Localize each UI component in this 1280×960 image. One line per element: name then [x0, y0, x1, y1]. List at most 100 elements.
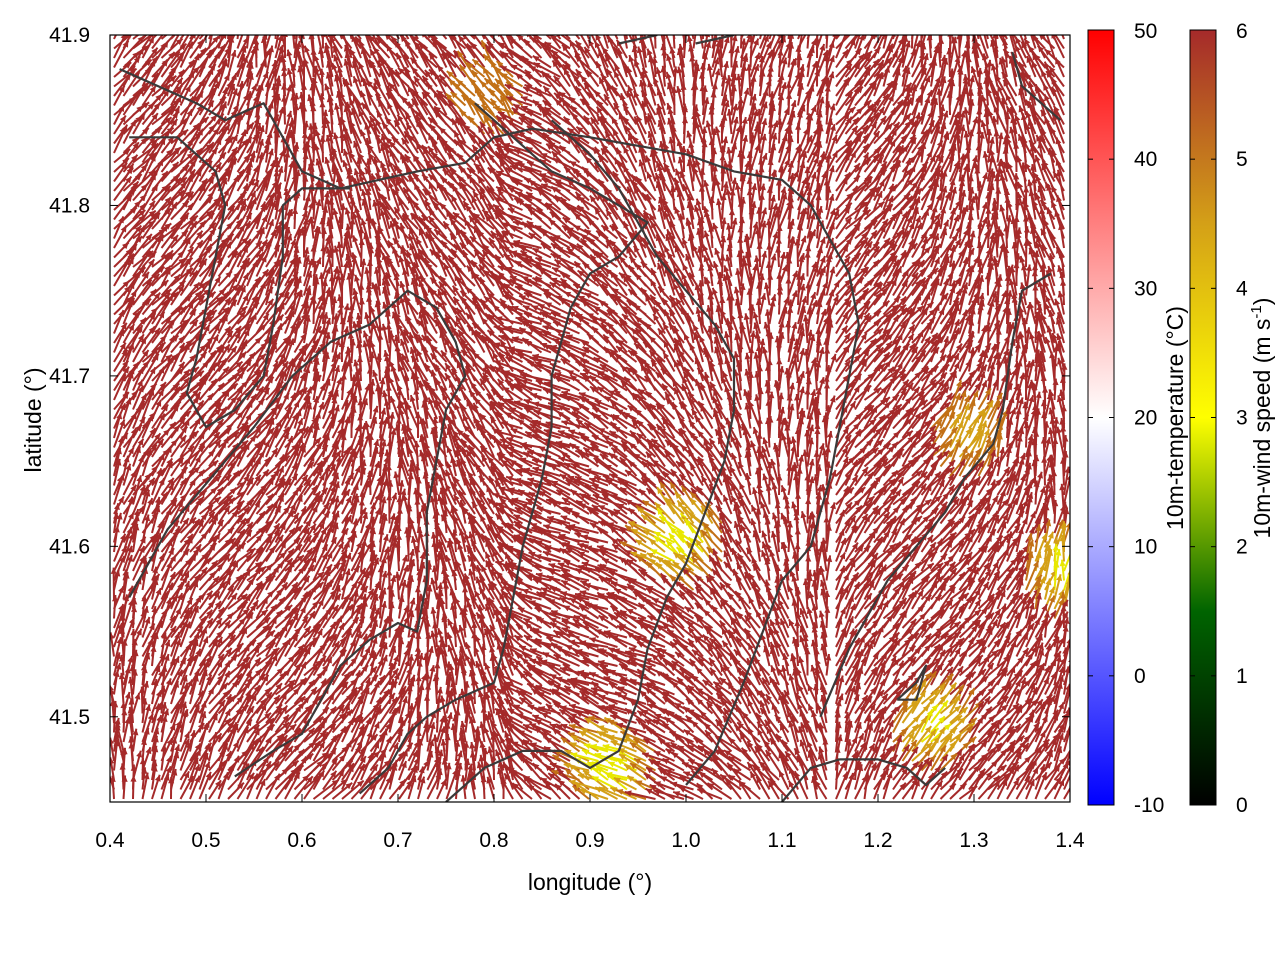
wind-arrow-head [614, 64, 621, 72]
wind-arrow [699, 35, 704, 49]
wind-arrow-head [1041, 70, 1047, 78]
wind-arrow-head [196, 22, 202, 29]
wind-arrow-head [565, 61, 571, 69]
wind-arrow-head [521, 96, 528, 102]
wind-arrow-head [997, 85, 1003, 93]
wind-arrow-head [554, 93, 561, 100]
wind-arrow-head [655, 67, 662, 75]
wind-arrow-head [131, 23, 137, 30]
wind-arrow-head [221, 101, 227, 109]
wind-arrow-head [766, 70, 773, 77]
wind-arrow-head [470, 42, 478, 50]
wind-arrow-head [721, 73, 728, 80]
wind-arrow-head [268, 45, 274, 53]
wind-arrow-head [137, 87, 144, 95]
wind-arrow-head [606, 84, 613, 92]
wind-arrow-head [1049, 66, 1056, 74]
wind-arrow-head [975, 40, 981, 48]
wind-arrow-head [926, 35, 933, 41]
wind-arrow [901, 35, 906, 49]
wind-arrow-head [606, 68, 613, 76]
wind-arrow-head [740, 64, 747, 71]
wind-arrow-head [525, 74, 533, 81]
wind-arrow-head [294, 11, 300, 18]
wind-arrow-head [293, 92, 300, 100]
wind-arrow-head [500, 50, 507, 58]
wind-arrow-head [509, 37, 516, 45]
wind-arrow-head [501, 73, 508, 80]
wind-arrow-head [483, 67, 489, 74]
wind-arrow-head [586, 22, 592, 29]
wind-arrow-head [768, 91, 775, 98]
wind-arrow-head [936, 20, 942, 27]
wind-arrow-head [700, 16, 706, 22]
wind-arrow-head [422, 54, 429, 61]
wind-arrow-head [333, 54, 340, 62]
wind-arrow-head [323, 46, 330, 54]
wind-arrow-head [821, 23, 827, 30]
wind-arrow-head [212, 36, 219, 43]
wind-arrow-head [595, 35, 602, 41]
wind-arrow-head [453, 82, 461, 90]
wind-arrow-head [1041, 14, 1047, 21]
wind-arrow-head [681, 27, 687, 33]
wind-arrow-head [496, 61, 504, 68]
wind-arrow-head [472, 70, 479, 77]
wind-arrow-head [476, 25, 482, 32]
wind-arrow-head [378, 100, 384, 108]
wind-arrow-head [569, 96, 576, 104]
wind-arrow-head [990, 40, 996, 47]
wind-arrow-head [434, 90, 440, 98]
wind-arrow-head [1002, 72, 1008, 79]
wind-arrow-head [129, 65, 135, 73]
wind-arrow-head [588, 18, 594, 25]
wind-arrow-head [971, 46, 978, 54]
wind-arrow-head [976, 67, 983, 75]
wind-arrow-head [997, 19, 1003, 26]
wind-arrow-head [505, 35, 512, 40]
wind-arrow-head [216, 67, 223, 75]
wind-arrow-head [767, 65, 774, 72]
wind-arrow-head [208, 47, 215, 55]
wind-arrow-head [242, 37, 249, 44]
wind-arrow-head [450, 35, 457, 39]
wind-arrow [545, 35, 552, 40]
wind-arrow-head [155, 94, 162, 101]
wind-arrow-head [219, 44, 226, 52]
wind-arrow-head [323, 35, 329, 38]
wind-arrow-head [400, 35, 407, 43]
wind-arrow-head [747, 19, 753, 25]
wind-arrow [854, 35, 861, 49]
wind-arrow-head [1028, 20, 1034, 27]
wind-arrow [560, 35, 581, 50]
wind-arrow-head [961, 87, 968, 95]
wind-arrow-head [243, 19, 249, 26]
wind-arrow-head [924, 14, 930, 21]
wind-arrow-head [1015, 22, 1021, 29]
wind-arrow-head [387, 85, 393, 93]
wind-arrow-head [188, 71, 195, 79]
wind-arrow-head [849, 19, 855, 26]
wind-arrow-head [168, 68, 174, 76]
wind-arrow-head [343, 80, 350, 88]
wind-arrow-head [532, 100, 540, 107]
wind-arrow-head [176, 77, 183, 85]
wind-arrow-head [264, 12, 270, 19]
wind-arrow-head [312, 65, 319, 73]
wind-arrow-head [620, 19, 626, 26]
wind-arrow [683, 35, 687, 59]
wind-arrow [404, 35, 410, 40]
wind-arrow-head [785, 81, 792, 88]
wind-arrow-head [1043, 83, 1049, 91]
wind-arrow-head [1018, 88, 1024, 96]
wind-arrow-head [706, 63, 713, 71]
wind-arrow-head [425, 70, 432, 77]
wind-arrow-head [535, 87, 542, 95]
wind-arrow-head [349, 49, 356, 56]
wind-arrow-head [197, 39, 204, 47]
wind-arrow-head [506, 49, 514, 56]
wind-arrow-head [490, 98, 497, 106]
wind-arrow-head [596, 61, 602, 69]
wind-arrow [602, 35, 609, 49]
